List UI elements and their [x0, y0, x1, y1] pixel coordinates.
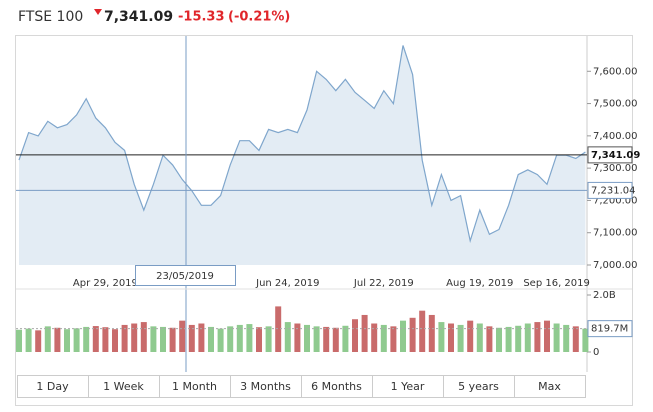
volume-bar	[496, 327, 502, 352]
price-line	[18, 45, 586, 244]
x-tick-label: Aug 19, 2019	[446, 278, 513, 289]
volume-bar	[313, 326, 320, 352]
volume-bar	[505, 326, 512, 352]
volume-bar	[284, 322, 291, 352]
volume-bar	[361, 314, 368, 352]
volume-bar	[323, 326, 330, 352]
range-button-label[interactable]: 6 Months	[311, 380, 362, 393]
volume-bar	[371, 323, 378, 352]
range-button-label[interactable]: 3 Months	[240, 380, 291, 393]
volume-bar	[342, 325, 349, 352]
volume-bar	[294, 323, 301, 352]
volume-bar	[380, 324, 387, 352]
volume-tick-label: 0	[593, 347, 599, 358]
volume-bar	[304, 324, 310, 352]
volume-bar	[25, 328, 32, 352]
volume-bar	[169, 327, 176, 352]
volume-bar	[419, 310, 426, 352]
volume-bar	[236, 324, 243, 352]
chart-frame	[15, 35, 633, 406]
volume-bar	[246, 324, 253, 352]
volume-bar	[179, 320, 186, 352]
volume-bar	[92, 326, 99, 352]
volume-bar	[188, 324, 195, 352]
volume-bar	[150, 326, 157, 352]
crosshair-date-box	[135, 265, 236, 286]
volume-bar	[457, 324, 464, 352]
volume-bar	[131, 323, 138, 352]
volume-tick-label: 2.0B	[593, 290, 616, 301]
volume-bar	[534, 322, 541, 352]
volume-last-label: 819.7M	[591, 324, 628, 335]
volume-bar	[390, 326, 397, 352]
crosshair-date-label: 23/05/2019	[156, 271, 214, 282]
range-button-label[interactable]: Max	[538, 380, 561, 393]
index-name: FTSE 100	[18, 9, 83, 25]
volume-bar	[486, 326, 493, 352]
y-tick-label: 7,100.00	[593, 228, 638, 239]
volume-bar	[400, 320, 406, 352]
y-tick-label: 7,000.00	[593, 260, 638, 271]
volume-bar	[582, 328, 589, 352]
volume-bar	[448, 323, 454, 352]
volume-bar	[160, 326, 166, 352]
volume-bar	[352, 319, 358, 352]
y-tick-label: 7,500.00	[593, 99, 638, 110]
change-percent: (-0.21%)	[228, 10, 290, 25]
crosshair-value-label: 7,231.04	[591, 185, 636, 196]
range-button-label[interactable]: 1 Day	[36, 380, 69, 393]
y-tick-label: 7,200.00	[593, 195, 638, 206]
volume-bar	[332, 327, 339, 352]
volume-bar	[409, 317, 416, 352]
volume-bar	[553, 323, 560, 352]
volume-bar	[83, 326, 90, 352]
volume-bar	[476, 323, 483, 352]
change: -15.33	[178, 10, 225, 25]
volume-bar	[208, 326, 214, 352]
volume-bar	[140, 322, 147, 352]
range-button-label[interactable]: 1 Month	[172, 380, 217, 393]
range-button-label[interactable]: 5 years	[458, 380, 499, 393]
volume-bar	[428, 314, 435, 352]
y-tick-label: 7,300.00	[593, 163, 638, 174]
volume-bar	[64, 329, 70, 352]
x-tick-label: Apr 29, 2019	[73, 278, 138, 289]
y-tick-label: 7,600.00	[593, 66, 638, 77]
price: 7,341.09	[104, 9, 173, 25]
volume-bar	[265, 326, 272, 352]
volume-bar	[35, 330, 42, 352]
range-button-label[interactable]: 1 Week	[103, 380, 144, 393]
volume-bar	[524, 323, 531, 352]
volume-bar	[73, 328, 80, 352]
volume-bar	[54, 327, 61, 352]
last-price-label: 7,341.09	[591, 150, 640, 161]
volume-bar	[16, 329, 22, 352]
volume-bar	[275, 306, 282, 352]
volume-bar	[467, 320, 474, 352]
volume-bar	[217, 328, 224, 352]
volume-bar	[563, 324, 570, 352]
crosshair-value-box	[587, 181, 633, 199]
volume-bar	[438, 322, 445, 352]
volume-bar	[227, 326, 234, 352]
volume-bar	[572, 326, 579, 352]
y-tick-label: 7,400.00	[593, 131, 638, 142]
x-tick-label: Sep 16, 2019	[523, 278, 590, 289]
volume-bar	[544, 320, 550, 352]
volume-bar	[256, 327, 262, 352]
last-price-box	[587, 146, 633, 164]
volume-last-box	[587, 320, 633, 338]
x-tick-label: Jun 24, 2019	[255, 278, 319, 289]
range-button[interactable]	[514, 375, 586, 398]
volume-bar	[198, 323, 205, 352]
volume-bar	[112, 329, 118, 352]
volume-bar	[102, 327, 109, 352]
volume-bar	[515, 325, 522, 352]
volume-bar	[121, 324, 128, 352]
x-tick-label: Jul 22, 2019	[353, 278, 414, 289]
down-icon	[94, 9, 102, 15]
range-button-label[interactable]: 1 Year	[391, 380, 425, 393]
volume-bar	[44, 326, 51, 352]
